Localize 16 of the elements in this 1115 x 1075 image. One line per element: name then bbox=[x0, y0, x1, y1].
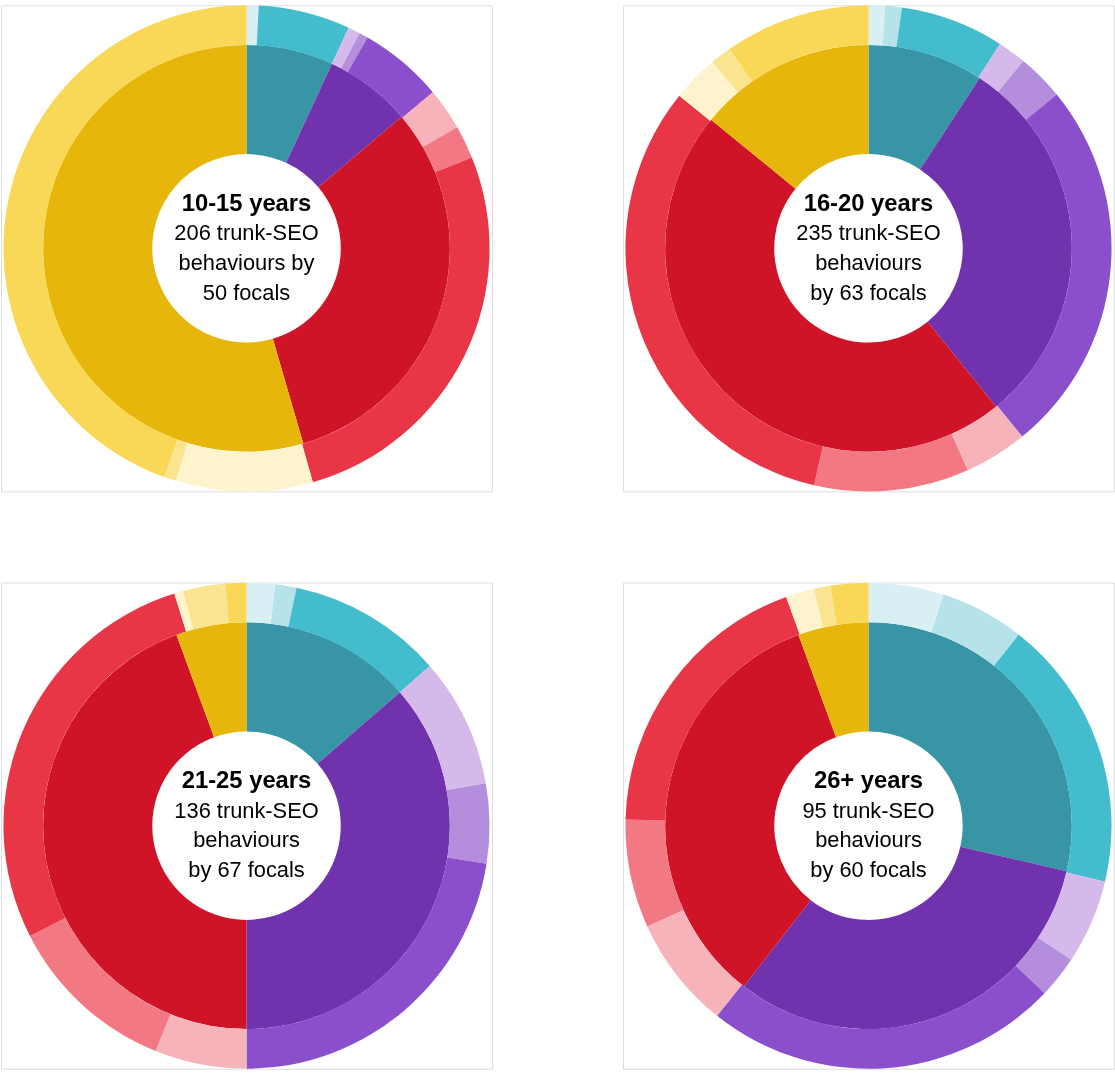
text: 10-15 years bbox=[181, 188, 312, 216]
text: 21-25 years bbox=[181, 765, 312, 793]
text: 206 trunk-SEO bbox=[174, 220, 319, 246]
text: 136 trunk-SEO bbox=[174, 797, 319, 823]
text: by 60 focals bbox=[810, 857, 927, 883]
text: behaviours bbox=[193, 827, 300, 853]
text: behaviours by bbox=[178, 250, 315, 276]
text: 16-20 years bbox=[803, 188, 934, 216]
text: 95 trunk-SEO bbox=[802, 797, 935, 823]
text: behaviours bbox=[815, 827, 922, 853]
text: by 63 focals bbox=[810, 279, 927, 305]
text: behaviours bbox=[815, 250, 922, 276]
text: 235 trunk-SEO bbox=[796, 220, 941, 246]
text: 50 focals bbox=[202, 279, 291, 305]
text: 26+ years bbox=[813, 765, 924, 793]
text: by 67 focals bbox=[188, 857, 305, 883]
